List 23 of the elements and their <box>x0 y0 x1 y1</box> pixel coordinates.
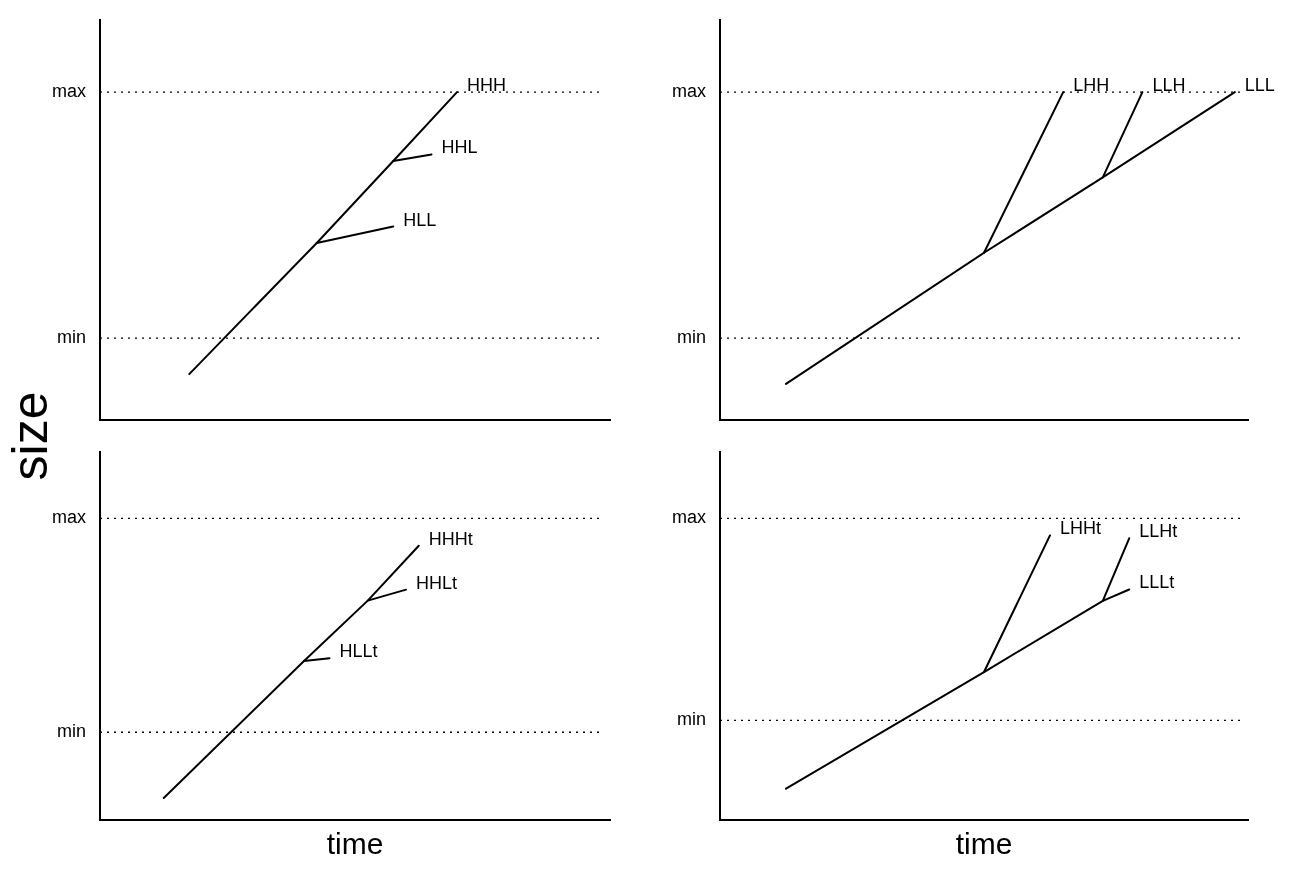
ref-line-label: max <box>671 81 706 102</box>
series-label: HLL <box>403 209 437 230</box>
ref-line-label: min <box>676 709 706 730</box>
series-label: LHH <box>1073 75 1110 96</box>
series-label: HLLt <box>339 641 378 662</box>
x-axis-title: time <box>326 827 384 861</box>
ref-line-label: min <box>56 327 86 347</box>
series-label: HHHt <box>428 528 473 549</box>
series-label: HHL <box>441 137 478 158</box>
ref-line-label: max <box>51 81 86 102</box>
series-label: LLHt <box>1139 521 1178 542</box>
series-label: LLLt <box>1139 572 1175 593</box>
series-label: HHH <box>467 75 506 96</box>
ref-line-label: max <box>671 507 706 528</box>
ref-line-label: max <box>51 507 86 528</box>
series-label: LHHt <box>1060 518 1102 539</box>
x-axis-title: time <box>955 827 1013 861</box>
y-axis-title: size <box>1 391 59 481</box>
series-label: LLH <box>1152 75 1186 96</box>
series-label: LLL <box>1244 75 1275 96</box>
ref-line-label: min <box>56 721 86 742</box>
ref-line-label: min <box>676 327 706 347</box>
series-label: HHLt <box>416 572 458 593</box>
